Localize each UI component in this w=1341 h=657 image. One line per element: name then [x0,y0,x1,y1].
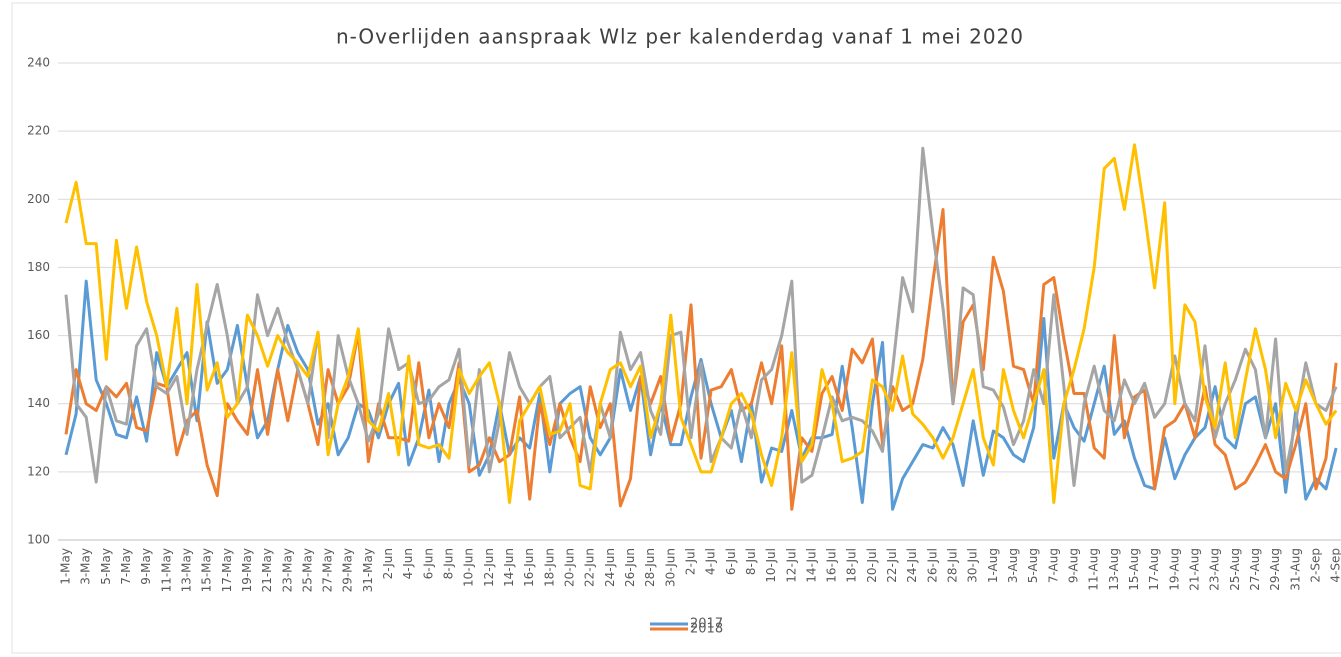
x-tick-label: 14-Jun [502,548,516,587]
x-tick-label: 2-Jul [683,548,697,575]
x-tick-label: 15-May [200,548,214,592]
x-tick-label: 9-Aug [1067,548,1081,583]
x-tick-label: 25-May [300,548,314,592]
x-tick-label: 19-Aug [1167,548,1181,591]
y-tick-label: 240 [27,56,50,70]
x-tick-label: 13-Aug [1107,548,1121,591]
x-tick-label: 4-Jul [704,548,718,575]
x-tick-label: 23-Aug [1208,548,1222,591]
legend-label: 2017 [690,617,723,632]
x-tick-label: 16-Jun [522,548,536,587]
x-tick-label: 12-Jun [482,548,496,587]
x-tick-label: 13-May [179,548,193,592]
x-tick-label: 14-Jul [804,548,818,583]
x-tick-label: 21-May [260,548,274,592]
x-tick-label: 2-Sep [1308,548,1322,583]
x-tick-label: 18-Jun [542,548,556,587]
x-tick-label: 17-Aug [1147,548,1161,591]
x-tick-label: 7-Aug [1046,548,1060,583]
x-tick-label: 27-Aug [1248,548,1262,591]
x-tick-label: 24-Jul [905,548,919,583]
x-tick-label: 22-Jun [583,548,597,587]
x-tick-label: 23-May [280,548,294,592]
x-tick-label: 2-Jun [381,548,395,579]
x-tick-label: 26-Jun [623,548,637,587]
x-tick-label: 4-Sep [1329,548,1341,583]
x-tick-label: 11-May [159,548,173,592]
x-tick-label: 21-Aug [1187,548,1201,591]
x-tick-label: 1-Aug [986,548,1000,583]
y-tick-label: 160 [27,328,50,342]
x-tick-label: 6-Jul [724,548,738,575]
x-tick-label: 31-Aug [1288,548,1302,591]
x-tick-label: 8-Jun [442,548,456,579]
x-tick-label: 18-Jul [845,548,859,583]
x-tick-label: 30-Jul [966,548,980,583]
x-tick-label: 10-Jun [462,548,476,587]
y-tick-label: 220 [27,124,50,138]
x-tick-label: 25-Aug [1228,548,1242,591]
x-tick-label: 7-May [119,548,133,585]
x-tick-label: 24-Jun [603,548,617,587]
x-tick-label: 26-Jul [925,548,939,583]
x-tick-label: 27-May [321,548,335,592]
legend-label: 2018 [690,622,723,637]
chart-frame [11,2,1341,654]
y-tick-label: 140 [27,396,50,410]
x-tick-label: 19-May [240,548,254,592]
chart-title: n-Overlijden aanspraak Wlz per kalenderd… [336,25,1024,49]
y-tick-label: 200 [27,192,50,206]
x-tick-label: 29-Aug [1268,548,1282,591]
series-line [64,208,1338,511]
x-tick-label: 5-Aug [1026,548,1040,583]
y-tick-label: 180 [27,260,50,274]
y-tick-label: 120 [27,464,50,478]
x-tick-label: 30-Jun [663,548,677,587]
x-tick-label: 16-Jul [825,548,839,583]
series-line [64,143,1338,504]
x-tick-label: 28-Jun [643,548,657,587]
x-tick-label: 3-May [79,548,93,585]
x-tick-label: 22-Jul [885,548,899,583]
x-tick-label: 15-Aug [1127,548,1141,591]
x-tick-label: 9-May [139,548,153,585]
x-tick-label: 29-May [341,548,355,592]
x-tick-label: 12-Jul [784,548,798,583]
y-tick-label: 100 [27,533,50,547]
x-tick-label: 4-Jun [401,548,415,579]
x-tick-label: 31-May [361,548,375,592]
x-tick-label: 8-Jul [744,548,758,575]
x-tick-label: 11-Aug [1087,548,1101,591]
x-tick-label: 28-Jul [946,548,960,583]
x-tick-label: 20-Jul [865,548,879,583]
x-tick-label: 20-Jun [563,548,577,587]
x-tick-label: 5-May [99,548,113,585]
x-tick-label: 6-Jun [421,548,435,579]
x-tick-label: 3-Aug [1006,548,1020,583]
series-line [64,146,1338,487]
x-tick-label: 17-May [220,548,234,592]
x-tick-label: 1-May [59,548,73,585]
x-tick-label: 10-Jul [764,548,778,583]
